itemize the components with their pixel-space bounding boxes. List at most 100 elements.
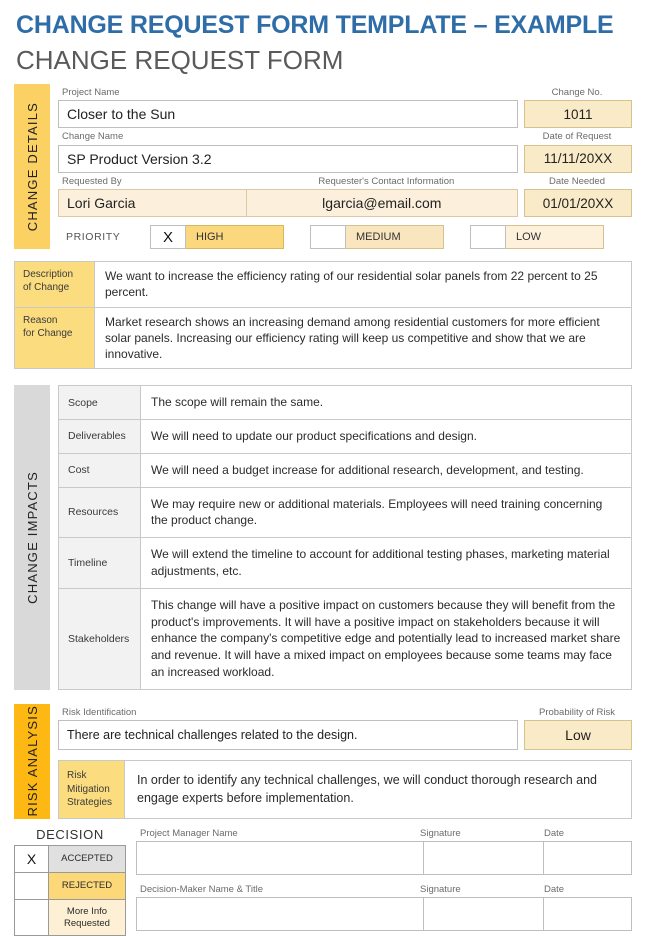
project-manager-signature-input[interactable] bbox=[424, 840, 544, 875]
priority-option-low[interactable]: LOW bbox=[470, 225, 604, 250]
impact-text-scope[interactable]: The scope will remain the same. bbox=[141, 386, 631, 419]
contact-input[interactable]: lgarcia@email.com bbox=[246, 189, 518, 218]
risk-analysis-section: RISK ANALYSIS Risk Identification There … bbox=[14, 703, 632, 819]
date-of-request-label: Date of Request bbox=[542, 131, 612, 143]
table-row: Resources We may require new or addition… bbox=[59, 487, 631, 539]
change-impacts-table: Scope The scope will remain the same. De… bbox=[58, 385, 632, 690]
decision-maker-signature-block: Decision-Maker Name & Title Signature Da… bbox=[136, 883, 632, 931]
risk-analysis-tab: RISK ANALYSIS bbox=[14, 703, 50, 819]
priority-medium-label[interactable]: MEDIUM bbox=[346, 225, 444, 250]
decision-more-info-checkbox[interactable] bbox=[15, 899, 49, 936]
decision-rejected-label[interactable]: REJECTED bbox=[49, 872, 125, 899]
priority-label: PRIORITY bbox=[66, 231, 121, 244]
reason-label-line1: Reason bbox=[23, 314, 58, 326]
change-no-input[interactable]: 1011 bbox=[524, 100, 632, 129]
impact-text-cost[interactable]: We will need a budget increase for addit… bbox=[141, 453, 631, 487]
change-impacts-tab-label: CHANGE IMPACTS bbox=[24, 471, 40, 604]
decision-maker-date-input[interactable] bbox=[544, 896, 632, 931]
priority-option-high[interactable]: X HIGH bbox=[150, 225, 284, 250]
risk-mitigation-label-line2: Mitigation bbox=[67, 783, 110, 795]
decision-maker-name-label: Decision-Maker Name & Title bbox=[140, 883, 264, 895]
change-details-tab: CHANGE DETAILS bbox=[14, 84, 50, 250]
change-details-section: CHANGE DETAILS Project Name Closer to th… bbox=[14, 84, 632, 250]
table-row: Timeline We will extend the timeline to … bbox=[59, 538, 631, 589]
reason-for-change-text[interactable]: Market research shows an increasing dema… bbox=[95, 307, 631, 369]
decision-rejected-checkbox[interactable] bbox=[15, 872, 49, 899]
impact-text-timeline[interactable]: We will extend the timeline to account f… bbox=[141, 538, 631, 588]
page-subtitle: CHANGE REQUEST FORM bbox=[16, 44, 344, 75]
change-name-row: Change Name SP Product Version 3.2 Date … bbox=[58, 128, 632, 173]
decision-option-more-info[interactable]: More Info Requested bbox=[15, 899, 125, 936]
risk-mitigation-row: Risk Mitigation Strategies In order to i… bbox=[58, 760, 632, 819]
decision-maker-date-label: Date bbox=[544, 883, 565, 895]
description-reason-table: Description of Change We want to increas… bbox=[14, 261, 632, 370]
project-name-input[interactable]: Closer to the Sun bbox=[58, 100, 518, 129]
decision-title: DECISION bbox=[36, 826, 104, 842]
risk-analysis-tab-label: RISK ANALYSIS bbox=[24, 705, 40, 817]
decision-maker-signature-label: Signature bbox=[420, 883, 461, 895]
priority-high-checkbox[interactable]: X bbox=[150, 225, 186, 250]
project-manager-signature-block: Project Manager Name Signature Date bbox=[136, 827, 632, 875]
risk-identification-label: Risk Identification bbox=[62, 706, 137, 718]
date-needed-label: Date Needed bbox=[549, 175, 605, 187]
priority-row: PRIORITY X HIGH MEDIUM LOW bbox=[58, 225, 632, 250]
table-row: Scope The scope will remain the same. bbox=[59, 386, 631, 420]
change-details-tab-label: CHANGE DETAILS bbox=[24, 102, 40, 232]
priority-medium-checkbox[interactable] bbox=[310, 225, 346, 250]
change-name-label: Change Name bbox=[62, 131, 124, 143]
reason-label-line2: for Change bbox=[23, 327, 73, 339]
decision-more-info-line2: Requested bbox=[64, 917, 110, 929]
impact-label-deliverables: Deliverables bbox=[59, 420, 141, 453]
project-name-label: Project Name bbox=[62, 87, 120, 99]
impact-text-stakeholders[interactable]: This change will have a positive impact … bbox=[141, 588, 631, 689]
table-row: Cost We will need a budget increase for … bbox=[59, 453, 631, 488]
project-manager-signature-label: Signature bbox=[420, 827, 461, 839]
impact-label-timeline: Timeline bbox=[59, 538, 141, 588]
impact-label-scope: Scope bbox=[59, 386, 141, 419]
risk-mitigation-label: Risk Mitigation Strategies bbox=[59, 761, 125, 818]
priority-high-label[interactable]: HIGH bbox=[186, 225, 284, 250]
description-of-change-text[interactable]: We want to increase the efficiency ratin… bbox=[95, 262, 631, 307]
project-manager-name-label: Project Manager Name bbox=[140, 827, 238, 839]
risk-mitigation-text[interactable]: In order to identify any technical chall… bbox=[125, 761, 631, 818]
decision-option-rejected[interactable]: REJECTED bbox=[15, 872, 125, 900]
decision-more-info-line1: More Info bbox=[66, 905, 108, 917]
change-no-label: Change No. bbox=[551, 87, 603, 99]
description-label-line2: of Change bbox=[23, 282, 70, 294]
change-name-input[interactable]: SP Product Version 3.2 bbox=[58, 144, 518, 173]
decision-option-accepted[interactable]: X ACCEPTED bbox=[15, 845, 125, 873]
requested-by-row: Requested By Requester's Contact Informa… bbox=[58, 173, 632, 218]
date-of-request-input[interactable]: 11/11/20XX bbox=[524, 144, 632, 173]
contact-label: Requester's Contact Information bbox=[318, 176, 455, 188]
requested-by-input[interactable]: Lori Garcia bbox=[58, 189, 247, 218]
page-title: CHANGE REQUEST FORM TEMPLATE – EXAMPLE bbox=[16, 11, 614, 39]
probability-of-risk-label: Probability of Risk bbox=[538, 706, 616, 718]
priority-option-medium[interactable]: MEDIUM bbox=[310, 225, 444, 250]
requested-by-labels: Requested By Requester's Contact Informa… bbox=[58, 173, 518, 189]
project-manager-date-label: Date bbox=[544, 827, 565, 839]
table-row: Deliverables We will need to update our … bbox=[59, 420, 631, 454]
reason-for-change-label: Reason for Change bbox=[15, 307, 95, 369]
decision-accepted-checkbox[interactable]: X bbox=[15, 845, 49, 872]
reason-for-change-row: Reason for Change Market research shows … bbox=[15, 307, 631, 369]
project-manager-date-input[interactable] bbox=[544, 840, 632, 875]
priority-low-checkbox[interactable] bbox=[470, 225, 506, 250]
description-label-line1: Description bbox=[23, 269, 74, 281]
decision-maker-name-input[interactable] bbox=[136, 896, 424, 931]
decision-accepted-label[interactable]: ACCEPTED bbox=[49, 845, 125, 872]
probability-of-risk-input[interactable]: Low bbox=[524, 720, 632, 751]
decision-maker-signature-input[interactable] bbox=[424, 896, 544, 931]
requested-by-label: Requested By bbox=[62, 176, 122, 188]
risk-identification-input[interactable]: There are technical challenges related t… bbox=[58, 720, 518, 751]
priority-low-label[interactable]: LOW bbox=[506, 225, 604, 250]
decision-more-info-label[interactable]: More Info Requested bbox=[49, 899, 125, 936]
impact-text-resources[interactable]: We may require new or additional materia… bbox=[141, 487, 631, 538]
risk-identification-row: Risk Identification There are technical … bbox=[58, 704, 632, 751]
project-name-row: Project Name Closer to the Sun Change No… bbox=[58, 84, 632, 129]
impact-text-deliverables[interactable]: We will need to update our product speci… bbox=[141, 420, 631, 453]
risk-mitigation-label-line1: Risk bbox=[67, 770, 87, 782]
change-impacts-section: CHANGE IMPACTS Scope The scope will rema… bbox=[14, 385, 632, 690]
project-manager-name-input[interactable] bbox=[136, 840, 424, 875]
decision-options: DECISION X ACCEPTED REJECTED More Info R… bbox=[14, 827, 126, 936]
date-needed-input[interactable]: 01/01/20XX bbox=[524, 189, 632, 218]
